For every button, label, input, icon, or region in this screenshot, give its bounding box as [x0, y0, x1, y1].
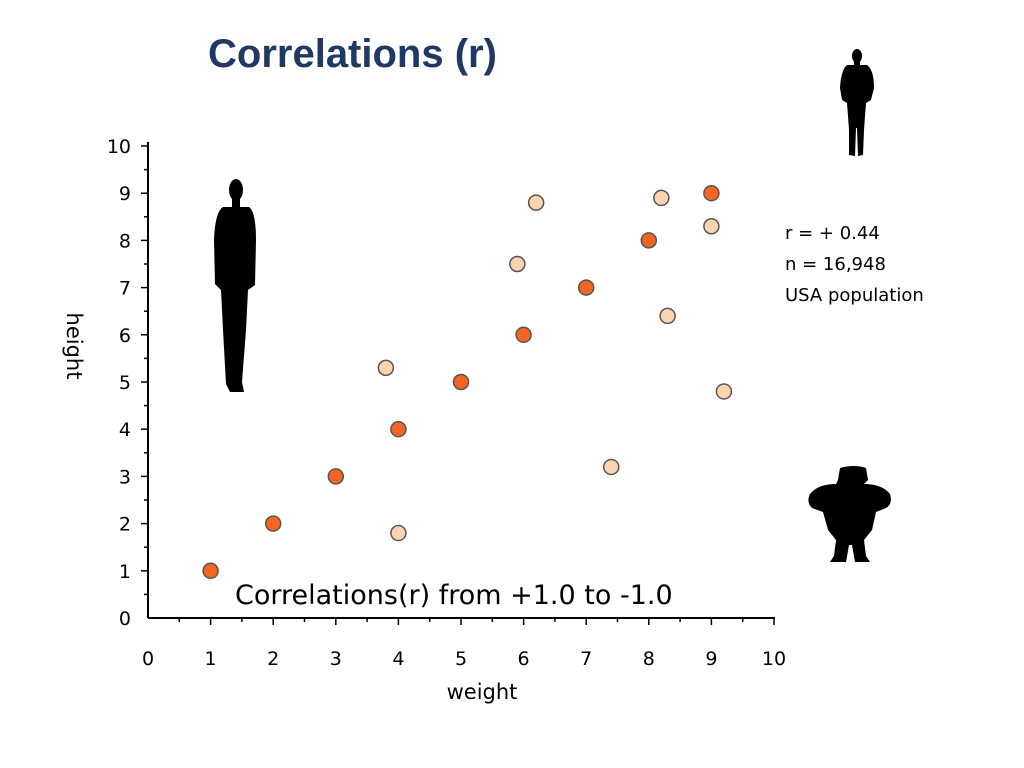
- data-point-highlighted: [202, 562, 219, 580]
- data-point-other: [653, 189, 670, 207]
- stats-box: r = + 0.44 n = 16,948 USA population: [785, 218, 924, 311]
- data-point-other: [390, 524, 407, 542]
- r-value-text: r = + 0.44: [785, 223, 880, 244]
- x-tick-label: 7: [580, 648, 592, 670]
- data-point-highlighted: [515, 326, 532, 344]
- y-tick-label: 7: [119, 278, 131, 300]
- y-tick-label: 8: [119, 230, 131, 252]
- x-tick-label: 10: [762, 648, 786, 670]
- short-wide-person-icon: [808, 466, 891, 562]
- x-tick-label: 6: [518, 648, 530, 670]
- data-point-highlighted: [264, 515, 282, 532]
- population-text: USA population: [785, 285, 924, 306]
- data-point-other: [377, 359, 395, 377]
- y-tick-label: 6: [119, 325, 131, 347]
- n-value-text: n = 16,948: [785, 254, 886, 275]
- x-tick-label: 0: [142, 648, 154, 670]
- x-tick-label: 9: [705, 648, 717, 670]
- tall-thin-person-icon: [214, 179, 256, 392]
- x-tick-label: 4: [392, 648, 404, 670]
- data-points: [202, 184, 733, 580]
- data-point-other: [527, 194, 545, 211]
- data-point-highlighted: [452, 373, 470, 391]
- small-person-icon: [840, 49, 874, 156]
- data-point-other: [602, 458, 620, 476]
- y-tick-label: 3: [119, 466, 131, 488]
- slide-title: Correlations (r): [208, 32, 497, 76]
- data-point-other: [715, 383, 733, 400]
- data-point-other: [509, 255, 526, 273]
- y-tick-label: 5: [119, 372, 131, 394]
- x-axis-label: weight: [447, 680, 518, 704]
- data-point-highlighted: [640, 232, 658, 249]
- x-tick-label: 5: [455, 648, 467, 670]
- data-point-other: [659, 307, 676, 325]
- x-tick-label: 1: [205, 648, 217, 670]
- y-tick-labels: 0 1 2 3 4 5 6 7 8 9 10: [107, 136, 131, 630]
- y-tick-label: 4: [119, 419, 131, 441]
- y-axis-label: height: [62, 313, 86, 380]
- data-point-other: [703, 217, 720, 235]
- y-tick-label: 10: [107, 136, 131, 158]
- y-tick-label: 0: [119, 608, 131, 630]
- data-point-highlighted: [327, 468, 345, 485]
- data-point-highlighted: [577, 279, 595, 296]
- x-tick-labels: 0 1 2 3 4 5 6 7 8 9 10: [142, 648, 786, 670]
- x-tick-label: 2: [267, 648, 279, 670]
- y-tick-label: 9: [119, 183, 131, 205]
- chart-annotation: Correlations(r) from +1.0 to -1.0: [235, 580, 673, 611]
- data-point-highlighted: [703, 184, 720, 202]
- data-point-highlighted: [390, 420, 407, 438]
- x-tick-label: 3: [330, 648, 342, 670]
- y-tick-label: 1: [119, 561, 131, 583]
- axis-ticks: [141, 145, 775, 625]
- x-tick-label: 8: [643, 648, 655, 670]
- y-tick-label: 2: [119, 514, 131, 536]
